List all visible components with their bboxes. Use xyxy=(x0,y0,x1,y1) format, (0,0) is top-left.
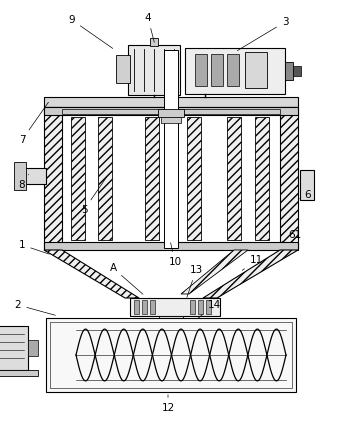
Text: 9: 9 xyxy=(69,15,113,48)
Polygon shape xyxy=(181,250,248,294)
Bar xyxy=(227,54,239,86)
Text: 2: 2 xyxy=(15,300,55,315)
Bar xyxy=(128,45,180,95)
Bar xyxy=(44,97,298,107)
Polygon shape xyxy=(280,107,298,248)
Bar xyxy=(293,66,301,76)
Bar xyxy=(300,170,314,200)
Bar xyxy=(159,316,183,326)
Bar xyxy=(46,318,296,392)
Text: 3: 3 xyxy=(237,17,288,51)
Bar xyxy=(134,300,139,314)
Bar xyxy=(190,300,195,314)
Bar xyxy=(44,107,298,115)
Text: 13: 13 xyxy=(187,265,203,297)
Bar xyxy=(71,117,85,240)
Bar xyxy=(116,55,130,83)
Bar xyxy=(98,117,112,240)
Bar xyxy=(164,50,178,248)
Text: 12: 12 xyxy=(161,395,175,413)
Bar xyxy=(14,162,26,190)
Text: 4: 4 xyxy=(145,13,154,42)
Bar xyxy=(227,117,241,240)
Bar xyxy=(50,322,292,388)
Text: 10: 10 xyxy=(168,243,181,267)
Text: 5: 5 xyxy=(81,177,106,215)
Text: 8: 8 xyxy=(19,175,28,190)
Bar xyxy=(185,48,285,94)
Bar xyxy=(150,300,155,314)
Polygon shape xyxy=(44,107,62,248)
Bar xyxy=(130,298,220,316)
Bar xyxy=(164,334,178,342)
Bar xyxy=(195,54,207,86)
Bar xyxy=(206,300,211,314)
Bar xyxy=(44,242,298,250)
Text: 14: 14 xyxy=(198,300,221,318)
Bar xyxy=(163,326,179,334)
Bar xyxy=(142,300,147,314)
Bar xyxy=(145,117,159,240)
Bar xyxy=(211,54,223,86)
Bar xyxy=(62,109,280,114)
Text: 11: 11 xyxy=(242,255,263,270)
Polygon shape xyxy=(44,250,139,298)
Bar xyxy=(150,38,158,46)
Bar xyxy=(245,52,267,88)
Bar xyxy=(0,326,28,370)
Bar xyxy=(198,300,203,314)
Bar xyxy=(22,168,46,184)
Bar xyxy=(28,340,38,356)
Bar xyxy=(0,370,38,376)
Bar xyxy=(161,117,181,123)
Bar xyxy=(158,109,184,117)
Text: 7: 7 xyxy=(19,102,48,145)
Bar xyxy=(255,117,269,240)
Bar xyxy=(187,117,201,240)
Text: 61: 61 xyxy=(282,230,301,242)
Text: 6: 6 xyxy=(298,190,311,200)
Bar xyxy=(285,62,293,80)
Text: 1: 1 xyxy=(19,240,49,254)
Polygon shape xyxy=(203,250,298,298)
Text: A: A xyxy=(109,263,143,294)
